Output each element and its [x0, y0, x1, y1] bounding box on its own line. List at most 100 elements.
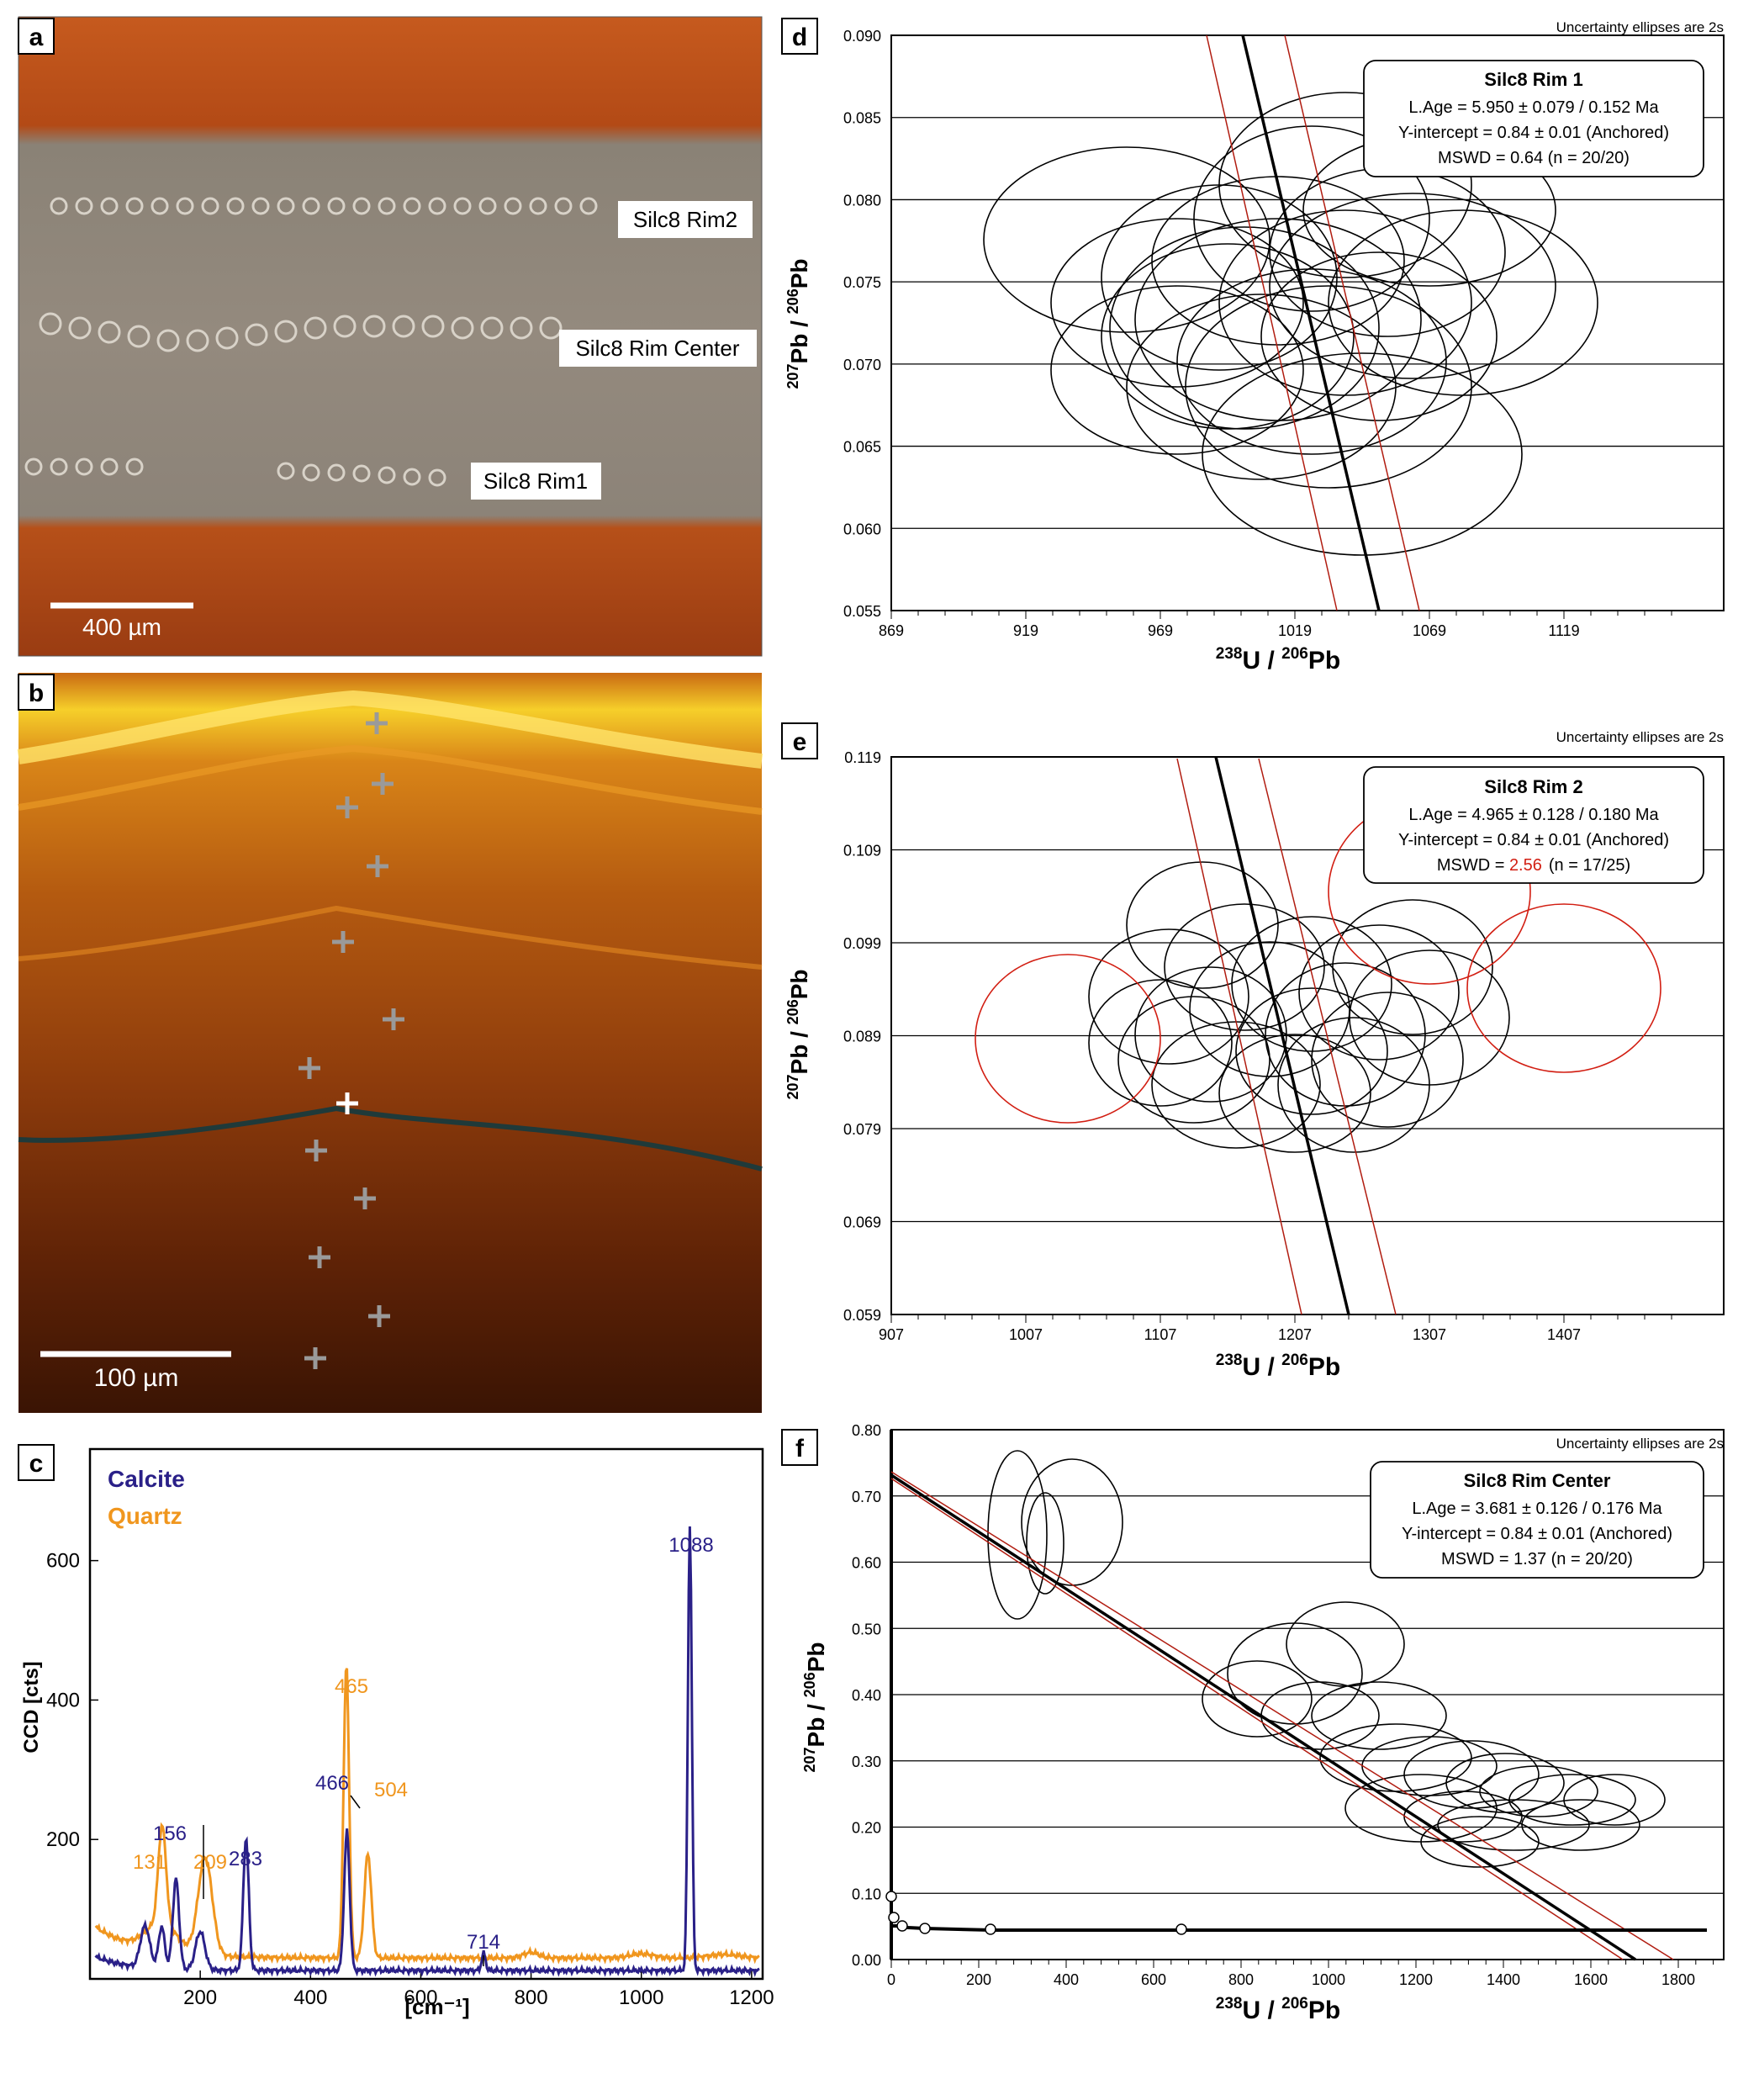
data-ellipse: [1466, 903, 1661, 1073]
panel-f: f Uncertainty ellipses are 2s 0.00 0.10 0.…: [781, 1422, 1725, 2024]
y-tick-label: 0.10: [852, 1886, 881, 1902]
y-tick-label: 0.075: [843, 274, 881, 291]
data-ellipse: [1176, 268, 1447, 455]
x-tick-label: 1407: [1547, 1326, 1581, 1343]
panel-letter: f: [795, 1435, 805, 1463]
pit-row-rim1: [24, 458, 446, 487]
legend-calcite: Calcite: [108, 1466, 185, 1492]
x-tick-label: 600: [1141, 1971, 1166, 1988]
data-ellipse: [1164, 903, 1325, 1031]
data-ellipse: [1286, 1601, 1405, 1687]
data-ellipse: [1117, 996, 1270, 1124]
plot-frame: [88, 1447, 764, 1981]
panel-c: c Calcite Quartz CCD [cts] [cm⁻¹] 200 400…: [18, 1444, 774, 2019]
data-ellipse: [1311, 1681, 1447, 1750]
y-axis-label: 207Pb / 206Pb: [784, 970, 812, 1100]
data-ellipse: [1218, 209, 1472, 396]
x-tick-label: 1800: [1661, 1971, 1695, 1988]
x-tick-label: 400: [1054, 1971, 1079, 1988]
y-axis-label: CCD [cts]: [20, 1661, 43, 1753]
data-ellipse: [1563, 1774, 1666, 1826]
data-ellipse: [1218, 92, 1472, 278]
y-tick-label: 0.30: [852, 1754, 881, 1770]
panel-letter: b: [29, 680, 44, 707]
result-box: [1370, 1461, 1704, 1579]
peak-label: 504: [374, 1779, 408, 1801]
regression-line: [1214, 756, 1350, 1315]
x-axis-label: 238U / 206Pb: [1216, 1995, 1340, 2024]
y-tick-label: 0.060: [843, 521, 881, 537]
data-ellipse: [1235, 987, 1388, 1115]
y-tick-label: 0.070: [843, 357, 881, 373]
x-tick-label: 0: [887, 1971, 895, 1988]
y-tick-label: 0.089: [843, 1029, 881, 1045]
data-ellipse: [1332, 899, 1493, 1035]
result-mswd: MSWD = 1.37 (n = 20/20): [1441, 1550, 1633, 1568]
data-ellipse: [1521, 1799, 1640, 1851]
x-tick-label: 600: [404, 1986, 437, 2009]
result-age: L.Age = 4.965 ± 0.128 / 0.180 Ma: [1408, 806, 1659, 824]
y-tick-label: 0.099: [843, 935, 881, 952]
label-silc8-rim-center: Silc8 Rim Center: [575, 336, 739, 361]
x-tick-label: 1107: [1144, 1326, 1177, 1343]
uncertainty-note: Uncertainty ellipses are 2s: [1556, 19, 1724, 35]
data-ellipse: [1088, 928, 1249, 1065]
regression-line: [1241, 34, 1381, 611]
y-tick-label: 400: [46, 1689, 80, 1711]
data-ellipse: [1298, 924, 1460, 1061]
data-ellipse: [1021, 1458, 1123, 1586]
scale-bar-label: 400 µm: [82, 614, 161, 640]
x-tick-label: 1000: [619, 1986, 663, 2009]
data-ellipse: [1202, 1660, 1313, 1738]
label-silc8-rim2: Silc8 Rim2: [633, 207, 737, 232]
result-title: Silc8 Rim Center: [1464, 1470, 1611, 1491]
data-ellipse: [1193, 125, 1430, 312]
x-axis-label: 238U / 206Pb: [1216, 1352, 1340, 1381]
dark-band: [18, 1105, 763, 1172]
result-mswd: MSWD = 2.56 (n = 17/25): [1437, 856, 1630, 875]
y-tick-label: 0.069: [843, 1214, 881, 1231]
result-title: Silc8 Rim 1: [1484, 69, 1582, 90]
y-tick-label: 0.20: [852, 1820, 881, 1837]
x-tick-label: 800: [515, 1986, 548, 2009]
x-tick-label: 1119: [1548, 622, 1579, 639]
data-ellipse: [1126, 861, 1279, 989]
result-yintercept: Y-intercept = 0.84 ± 0.01 (Anchored): [1398, 124, 1669, 142]
regression-envelope-right: [1258, 758, 1397, 1315]
y-axis-label: 207Pb / 206Pb: [801, 1642, 829, 1773]
result-yintercept: Y-intercept = 0.84 ± 0.01 (Anchored): [1398, 831, 1669, 849]
series-calcite: [94, 1526, 760, 1977]
x-tick-label: 1069: [1413, 622, 1446, 639]
data-ellipse: [1151, 176, 1405, 346]
y-tick-label: 0.080: [843, 192, 881, 209]
y-tick-label: 0.50: [852, 1621, 881, 1637]
peak-label: 466: [315, 1772, 349, 1795]
peak-label: 156: [153, 1822, 187, 1845]
y-tick-label: 0.079: [843, 1121, 881, 1138]
result-age: L.Age = 5.950 ± 0.079 / 0.152 Ma: [1408, 98, 1659, 117]
y-tick-label: 200: [46, 1828, 80, 1851]
data-ellipse: [1403, 1791, 1523, 1843]
data-ellipse: [1109, 226, 1380, 430]
x-tick-label: 1200: [1399, 1971, 1433, 1988]
result-box: [1363, 60, 1704, 177]
uncertainty-note: Uncertainty ellipses are 2s: [1556, 1436, 1724, 1452]
x-tick-label: 1000: [1312, 1971, 1345, 1988]
data-ellipse: [987, 1450, 1048, 1620]
panel-e: e Uncertainty ellipses are 2s 0.059 0.069…: [781, 722, 1725, 1381]
data-ellipse: [1026, 1492, 1064, 1595]
peak-label: 1088: [668, 1534, 713, 1557]
y-tick-label: 0.80: [852, 1422, 881, 1439]
result-mswd: MSWD = 0.64 (n = 20/20): [1438, 149, 1630, 167]
peak-label: 131: [133, 1851, 166, 1874]
x-tick-label: 907: [879, 1326, 904, 1343]
peak-label: 465: [335, 1675, 368, 1698]
regression-envelope-upper: [890, 1471, 1674, 1960]
result-title: Silc8 Rim 2: [1484, 776, 1582, 797]
uncertainty-note: Uncertainty ellipses are 2s: [1556, 729, 1724, 745]
y-tick-label: 0.70: [852, 1489, 881, 1505]
data-ellipse: [1202, 352, 1523, 556]
data-ellipse: [1050, 218, 1304, 388]
x-tick-label: 1307: [1413, 1326, 1446, 1343]
y-tick-label: 0.119: [844, 749, 881, 766]
